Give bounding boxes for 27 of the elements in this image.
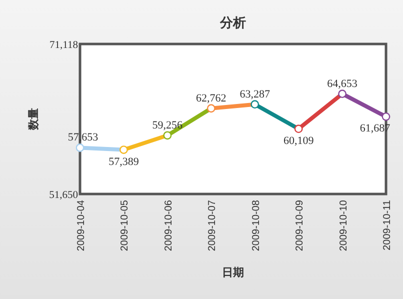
- x-tick-label: 2009-10-11: [382, 200, 393, 250]
- x-tick-label: 2009-10-09: [294, 200, 306, 252]
- x-tick-label: 2009-10-06: [163, 200, 174, 252]
- x-tick-label: 2009-10-08: [250, 200, 262, 252]
- point: [206, 104, 216, 113]
- x-tick-label: 2009-10-05: [120, 200, 131, 252]
- y-axis-title: 数量: [27, 108, 40, 131]
- point: [163, 131, 172, 140]
- data-label: 63,287: [240, 88, 270, 100]
- point: [250, 100, 260, 109]
- data-label: 64,653: [327, 78, 358, 90]
- data-label: 57,389: [108, 156, 140, 168]
- point: [120, 146, 128, 154]
- data-label: 60,109: [283, 134, 314, 147]
- point: [382, 112, 390, 121]
- data-label: 62,762: [196, 92, 226, 104]
- data-label: 59,256: [152, 119, 184, 132]
- y-tick-label: 71,118: [50, 40, 78, 51]
- point: [76, 144, 84, 152]
- point: [294, 124, 303, 134]
- point: [338, 90, 346, 98]
- x-axis-title: 日期: [222, 266, 244, 279]
- x-tick-label: 2009-10-07: [207, 200, 218, 252]
- x-tick-label: 2009-10-04: [76, 200, 87, 252]
- chart-title: 分析: [219, 16, 246, 31]
- y-tick-label: 51,650: [49, 190, 78, 201]
- x-tick-label: 2009-10-10: [338, 200, 350, 252]
